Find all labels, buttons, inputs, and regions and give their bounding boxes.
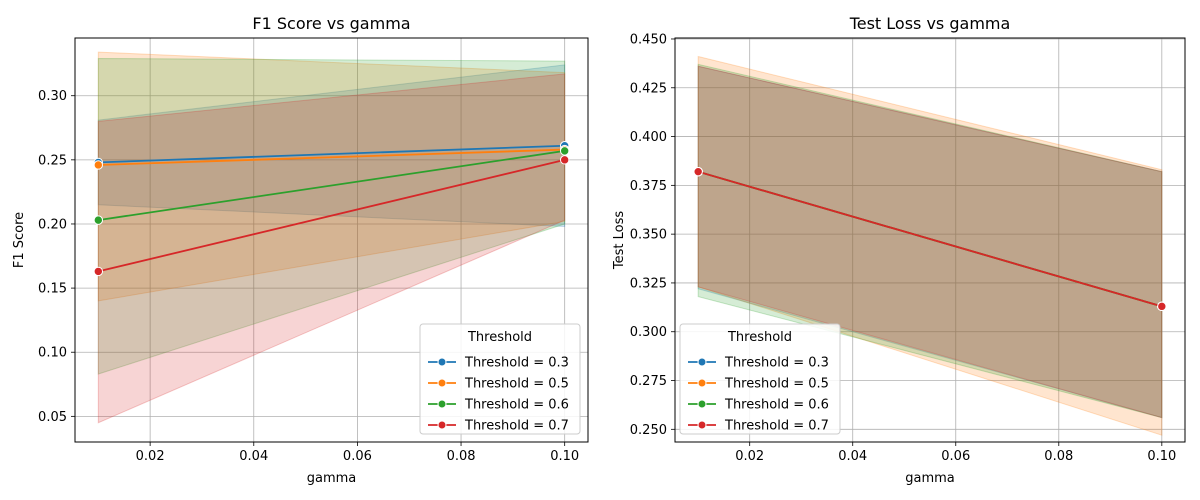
legend-entry-label: Threshold = 0.7 (724, 419, 829, 434)
series-lines (93, 141, 570, 277)
series-line-4 (697, 170, 1163, 308)
data-point (1157, 301, 1167, 312)
y-tick-label: 0.10 (38, 346, 67, 361)
legend-entry-label: Threshold = 0.6 (724, 398, 829, 413)
x-tick-label: 0.10 (1147, 449, 1176, 464)
legend-swatch-marker (437, 420, 447, 430)
legend-entry-label: Threshold = 0.3 (724, 356, 829, 371)
legend-box (679, 323, 841, 435)
legend-swatch-marker (437, 357, 447, 367)
legend-swatch-marker (437, 399, 447, 409)
x-tick-label: 0.02 (735, 449, 764, 464)
series-lines (693, 166, 1167, 312)
series-line-2 (98, 148, 565, 166)
x-tick-label: 0.04 (838, 449, 867, 464)
legend-swatch-marker (697, 420, 707, 430)
legend: Threshold Threshold = 0.3 Threshold = 0.5 T… (419, 323, 581, 435)
axes-frame (674, 37, 1186, 443)
data-point (93, 160, 104, 170)
confidence-band-series-4 (697, 65, 1163, 419)
confidence-bands (697, 55, 1163, 436)
legend-swatch-marker (697, 378, 707, 388)
y-tick-label: 0.400 (630, 130, 667, 145)
legend-box (419, 323, 581, 435)
chart-title: Test Loss vs gamma (849, 14, 1011, 33)
y-tick-label: 0.450 (630, 32, 667, 47)
legend-entry-label: Threshold = 0.7 (464, 419, 569, 434)
data-point (559, 155, 570, 165)
chart-panel-2: 0.02 0.04 0.06 0.08 0.10 0.250 0.275 0.300 0.325… (612, 14, 1186, 486)
x-tick-label: 0.10 (550, 449, 579, 464)
y-tick-label: 0.05 (38, 410, 67, 425)
y-tick-label: 0.425 (630, 81, 667, 96)
y-tick-label: 0.350 (630, 228, 667, 243)
grid (675, 38, 1185, 442)
legend-swatch-marker (697, 399, 707, 409)
legend-swatch-marker (697, 357, 707, 367)
legend-title: Threshold (727, 330, 792, 345)
x-tick-label: 0.06 (941, 449, 970, 464)
x-tick-label: 0.08 (447, 449, 476, 464)
legend-entry-label: Threshold = 0.6 (464, 398, 569, 413)
legend-swatch-marker (437, 378, 447, 388)
x-tick-label: 0.04 (239, 449, 268, 464)
y-tick-label: 0.325 (630, 276, 667, 291)
y-tick-label: 0.375 (630, 179, 667, 194)
y-tick-label: 0.275 (630, 374, 667, 389)
chart-panel-1: 0.02 0.04 0.06 0.08 0.10 0.05 0.10 0.15 0.20 0.25… (12, 14, 589, 486)
series-line-4 (98, 158, 565, 273)
legend: Threshold Threshold = 0.3 Threshold = 0.5 T… (679, 323, 841, 435)
legend-entry-label: Threshold = 0.5 (724, 377, 829, 392)
y-axis-label: F1 Score (12, 212, 27, 268)
confidence-band-series-3 (697, 63, 1163, 419)
y-tick-label: 0.30 (38, 89, 67, 104)
x-tick-label: 0.08 (1044, 449, 1073, 464)
series-line-1 (98, 144, 565, 164)
y-tick-label: 0.15 (38, 282, 67, 297)
x-axis-label: gamma (905, 471, 955, 486)
y-tick-label: 0.250 (630, 423, 667, 438)
series-line-3 (98, 149, 565, 222)
data-point (693, 166, 703, 177)
legend-entry-label: Threshold = 0.3 (464, 356, 569, 371)
confidence-band-series-1 (97, 64, 566, 228)
chart-title: F1 Score vs gamma (252, 14, 410, 33)
x-axis-label: gamma (307, 471, 357, 486)
legend-title: Threshold (467, 330, 532, 345)
data-point (559, 146, 570, 156)
data-point (93, 266, 104, 277)
axes-frame (74, 37, 589, 443)
confidence-band-series-2 (697, 55, 1163, 436)
data-point (93, 215, 104, 225)
confidence-band-series-1 (697, 65, 1163, 419)
x-tick-label: 0.02 (136, 449, 165, 464)
y-tick-label: 0.25 (38, 153, 67, 168)
y-tick-label: 0.300 (630, 325, 667, 340)
legend-entry-label: Threshold = 0.5 (464, 377, 569, 392)
x-tick-label: 0.06 (343, 449, 372, 464)
y-axis-label: Test Loss (612, 211, 627, 270)
y-tick-label: 0.20 (38, 217, 67, 232)
